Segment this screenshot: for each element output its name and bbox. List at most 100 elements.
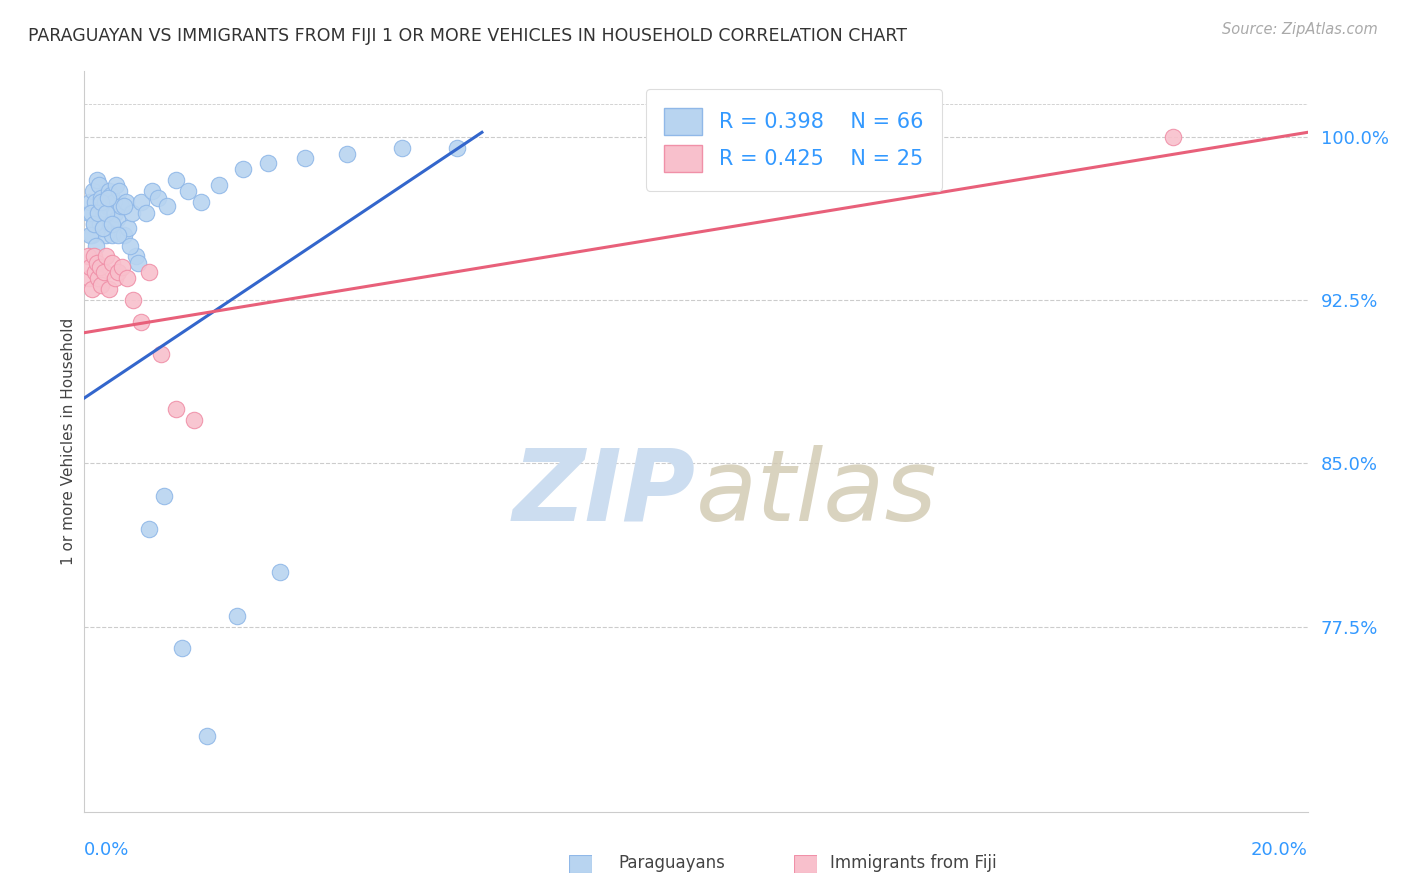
Point [97, 184, 120, 198]
Point [121, 206, 143, 220]
Point [83, 250, 105, 264]
Point [190, 194, 212, 209]
Point [83, 217, 105, 231]
Point [93, 206, 115, 220]
Point [98, 217, 121, 231]
Point [107, 265, 129, 279]
Legend: R = 0.398    N = 66, R = 0.425    N = 25: R = 0.398 N = 66, R = 0.425 N = 25 [645, 89, 942, 191]
Point [97, 199, 120, 213]
Point [135, 206, 157, 220]
Point [129, 315, 152, 329]
Point [79, 194, 101, 209]
Point [86, 256, 108, 270]
Point [294, 152, 316, 166]
Point [87, 206, 110, 220]
Point [110, 199, 132, 213]
Point [101, 217, 124, 231]
Point [183, 413, 205, 427]
Point [101, 256, 124, 270]
Point [79, 260, 101, 275]
Point [94, 206, 117, 220]
Text: ZIP: ZIP [513, 445, 696, 541]
Point [104, 271, 127, 285]
Point [87, 206, 110, 220]
Point [90, 277, 112, 292]
Point [208, 178, 231, 192]
Point [105, 212, 128, 227]
Point [257, 156, 280, 170]
Point [115, 194, 138, 209]
Point [177, 184, 200, 198]
Point [100, 188, 122, 202]
Point [107, 227, 129, 242]
Point [149, 347, 172, 361]
Text: 0.0%: 0.0% [84, 841, 129, 859]
Point [446, 140, 468, 154]
Point [172, 641, 194, 656]
Point [84, 194, 107, 209]
Point [195, 729, 218, 743]
Point [120, 238, 142, 252]
Y-axis label: 1 or more Vehicles in Household: 1 or more Vehicles in Household [60, 318, 76, 566]
Text: 20.0%: 20.0% [1251, 841, 1308, 859]
Text: Source: ZipAtlas.com: Source: ZipAtlas.com [1222, 22, 1378, 37]
Point [89, 217, 111, 231]
Point [77, 250, 100, 264]
Point [82, 184, 104, 198]
Point [90, 194, 112, 209]
Point [97, 191, 120, 205]
Point [96, 250, 118, 264]
Point [80, 206, 103, 220]
Point [91, 221, 114, 235]
Point [87, 178, 110, 192]
Text: PARAGUAYAN VS IMMIGRANTS FROM FIJI 1 OR MORE VEHICLES IN HOUSEHOLD CORRELATION C: PARAGUAYAN VS IMMIGRANTS FROM FIJI 1 OR … [28, 27, 907, 45]
Point [146, 191, 169, 205]
Point [138, 522, 160, 536]
Point [115, 271, 138, 285]
Point [165, 173, 187, 187]
Point [1161, 129, 1184, 144]
Point [141, 184, 163, 198]
Point [156, 199, 179, 213]
Point [125, 250, 148, 264]
Point [90, 191, 112, 205]
Point [84, 265, 107, 279]
Point [87, 271, 110, 285]
Point [112, 227, 135, 242]
Point [84, 238, 107, 252]
Point [269, 565, 291, 579]
Text: Paraguayans: Paraguayans [619, 855, 725, 872]
Point [336, 147, 359, 161]
Point [122, 293, 145, 307]
Point [391, 140, 413, 154]
Point [97, 282, 120, 296]
Point [96, 227, 118, 242]
Point [165, 401, 187, 416]
Point [138, 265, 160, 279]
Point [80, 282, 103, 296]
Point [86, 173, 108, 187]
Point [107, 184, 129, 198]
Point [80, 227, 103, 242]
Point [91, 221, 114, 235]
Point [232, 162, 254, 177]
Point [83, 217, 105, 231]
Point [94, 194, 117, 209]
Point [129, 194, 152, 209]
Point [93, 265, 115, 279]
Point [104, 206, 127, 220]
Point [111, 260, 134, 275]
Point [105, 178, 128, 192]
Point [77, 271, 100, 285]
Point [77, 206, 100, 220]
Point [79, 227, 101, 242]
Point [89, 260, 111, 275]
Point [112, 199, 135, 213]
Point [127, 256, 149, 270]
Text: Immigrants from Fiji: Immigrants from Fiji [830, 855, 997, 872]
Point [226, 608, 249, 623]
Point [103, 194, 125, 209]
Point [117, 221, 139, 235]
Text: atlas: atlas [696, 445, 938, 541]
Point [101, 227, 124, 242]
